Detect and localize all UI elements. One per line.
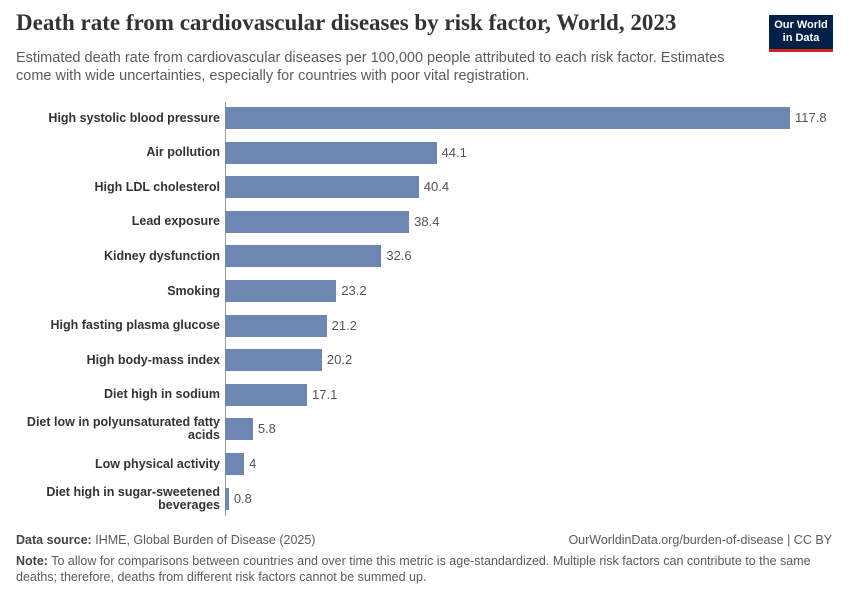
bar: [225, 176, 419, 199]
bar: [225, 418, 253, 441]
y-tick-label: Smoking: [167, 283, 220, 298]
y-tick-label: High LDL cholesterol: [94, 179, 220, 194]
url[interactable]: OurWorldinData.org/burden-of-disease | C…: [568, 533, 832, 547]
data-label: 20.2: [326, 352, 353, 368]
data-label: 23.2: [341, 283, 367, 298]
note-label: Note:: [16, 554, 48, 568]
chart-title: Death rate from cardiovascular diseases …: [16, 10, 677, 35]
y-tick-label: Air pollution: [146, 145, 220, 160]
y-tick-label: High body-mass index: [86, 352, 220, 367]
note: Note: To allow for comparisons between c…: [16, 553, 816, 585]
y-tick-label: Kidney dysfunction: [104, 248, 220, 263]
y-tick-label: Low physical activity: [94, 456, 220, 471]
bar: [225, 383, 308, 406]
source-label: Data source:: [16, 533, 92, 547]
bar: [225, 107, 790, 129]
logo-text: in Data: [782, 32, 820, 44]
bar: [225, 210, 410, 233]
y-tick-label: Diet high in sugar-sweetened beverages: [46, 484, 220, 512]
y-tick-label: Diet low in polyunsaturated fatty acids: [26, 415, 220, 443]
logo-text: Our World: [774, 19, 828, 31]
bar: [225, 245, 382, 268]
source: Data source: IHME, Global Burden of Dise…: [16, 532, 315, 548]
bar: [225, 487, 229, 510]
bar: [225, 314, 327, 337]
data-label: 38.4: [414, 213, 440, 229]
source-text: IHME, Global Burden of Disease (2025): [95, 533, 316, 547]
data-label: 4: [249, 456, 257, 471]
data-label: 32.6: [386, 248, 412, 264]
chart-subtitle: Estimated death rate from cardiovascular…: [16, 50, 725, 84]
note-text: To allow for comparisons between countri…: [16, 554, 811, 584]
data-label: 44.1: [441, 144, 467, 160]
bar: [225, 453, 245, 475]
y-tick-label: Lead exposure: [131, 214, 220, 229]
data-label: 40.4: [423, 179, 450, 195]
bar: [225, 280, 337, 302]
data-label: 5.8: [257, 421, 276, 437]
data-label: 117.8: [795, 110, 827, 125]
y-tick-label: High systolic blood pressure: [48, 110, 220, 125]
y-tick-label: High fasting plasma glucose: [50, 318, 220, 333]
y-tick-label: Diet high in sodium: [104, 387, 220, 402]
data-label: 0.8: [233, 490, 252, 506]
bar: [225, 141, 437, 164]
data-label: 17.1: [312, 386, 338, 402]
bar: [225, 349, 322, 372]
data-label: 21.2: [331, 317, 357, 333]
logo[interactable]: Our World in Data: [769, 15, 833, 52]
axis-line: [225, 102, 226, 516]
